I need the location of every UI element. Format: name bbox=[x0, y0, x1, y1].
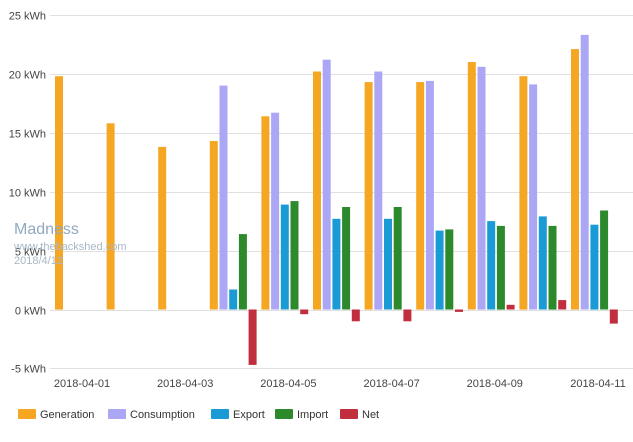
bar-export bbox=[435, 230, 444, 310]
bar-net bbox=[300, 309, 309, 315]
x-tick-label: 2018-04-03 bbox=[157, 378, 213, 390]
bar-export bbox=[332, 218, 341, 310]
bar-import bbox=[238, 234, 247, 310]
bar-consumption bbox=[477, 66, 486, 310]
bar-generation bbox=[209, 141, 218, 310]
legend-swatch bbox=[275, 409, 293, 419]
legend-label: Consumption bbox=[130, 409, 195, 421]
x-tick-label: 2018-04-05 bbox=[260, 378, 316, 390]
y-tick-label: 15 kWh bbox=[9, 129, 46, 141]
legend-label: Export bbox=[233, 409, 265, 421]
bar-import bbox=[600, 210, 609, 310]
legend-swatch bbox=[211, 409, 229, 419]
bar-consumption bbox=[425, 80, 434, 310]
bar-generation bbox=[467, 62, 476, 310]
y-tick-label: -5 kWh bbox=[11, 364, 46, 376]
y-tick-label: 5 kWh bbox=[15, 247, 46, 259]
watermark-title: Madness bbox=[14, 221, 79, 238]
y-tick-label: 20 kWh bbox=[9, 70, 46, 82]
bar-import bbox=[548, 225, 557, 310]
bar-generation bbox=[519, 76, 528, 310]
bar-import bbox=[445, 229, 454, 310]
legend-swatch bbox=[340, 409, 358, 419]
bars bbox=[55, 34, 618, 365]
legend-item-net[interactable]: Net bbox=[340, 409, 379, 421]
gridlines bbox=[50, 15, 633, 369]
bar-consumption bbox=[529, 84, 538, 310]
bar-consumption bbox=[271, 112, 280, 310]
bar-generation bbox=[106, 123, 115, 310]
bar-export bbox=[590, 224, 599, 310]
bar-consumption bbox=[580, 34, 589, 310]
watermark-date: 2018/4/12 bbox=[14, 255, 63, 267]
bar-generation bbox=[416, 82, 425, 310]
bar-net bbox=[609, 309, 618, 324]
watermark-site: www.thebackshed.com bbox=[14, 241, 127, 253]
bar-consumption bbox=[219, 85, 228, 310]
x-tick-label: 2018-04-07 bbox=[363, 378, 419, 390]
bar-import bbox=[496, 225, 505, 310]
bar-generation bbox=[571, 49, 579, 310]
bar-export bbox=[280, 204, 289, 310]
bar-export bbox=[384, 218, 392, 310]
bar-generation bbox=[313, 71, 321, 310]
y-tick-label: 10 kWh bbox=[9, 188, 46, 200]
bar-net bbox=[403, 309, 412, 322]
y-axis: -5 kWh 0 kWh 5 kWh 10 kWh 15 kWh 20 kWh 25 kWh bbox=[9, 11, 46, 376]
bar-net bbox=[506, 304, 515, 310]
x-tick-label: 2018-04-11 bbox=[570, 378, 625, 390]
bar-import bbox=[393, 207, 402, 310]
legend-swatch bbox=[18, 409, 36, 419]
legend-label: Generation bbox=[40, 409, 94, 421]
legend: Generation Consumption Export Import Net bbox=[18, 409, 379, 421]
bar-export bbox=[229, 289, 238, 310]
x-tick-label: 2018-04-01 bbox=[54, 378, 110, 390]
legend-label: Net bbox=[362, 409, 379, 421]
bar-generation bbox=[364, 82, 373, 310]
bar-export bbox=[538, 216, 547, 310]
bar-import bbox=[290, 201, 299, 310]
bar-consumption bbox=[322, 59, 331, 310]
x-tick-label: 2018-04-09 bbox=[467, 378, 523, 390]
y-tick-label: 0 kWh bbox=[15, 306, 46, 318]
bar-net bbox=[248, 309, 257, 365]
bar-net bbox=[351, 309, 360, 322]
x-axis: 2018-04-01 2018-04-03 2018-04-05 2018-04-07… bbox=[54, 378, 626, 390]
legend-item-consumption[interactable]: Consumption bbox=[108, 409, 195, 421]
bar-net bbox=[558, 300, 567, 310]
legend-swatch bbox=[108, 409, 126, 419]
bar-generation bbox=[261, 116, 270, 310]
legend-item-import[interactable]: Import bbox=[275, 409, 328, 421]
bar-consumption bbox=[374, 71, 383, 310]
y-tick-label: 25 kWh bbox=[9, 11, 46, 23]
bar-import bbox=[342, 207, 351, 310]
bar-export bbox=[487, 221, 496, 310]
bar-generation bbox=[158, 146, 167, 310]
legend-label: Import bbox=[297, 409, 328, 421]
legend-item-generation[interactable]: Generation bbox=[18, 409, 94, 421]
bar-net bbox=[455, 309, 463, 312]
bar-generation bbox=[55, 76, 63, 310]
legend-item-export[interactable]: Export bbox=[211, 409, 265, 421]
